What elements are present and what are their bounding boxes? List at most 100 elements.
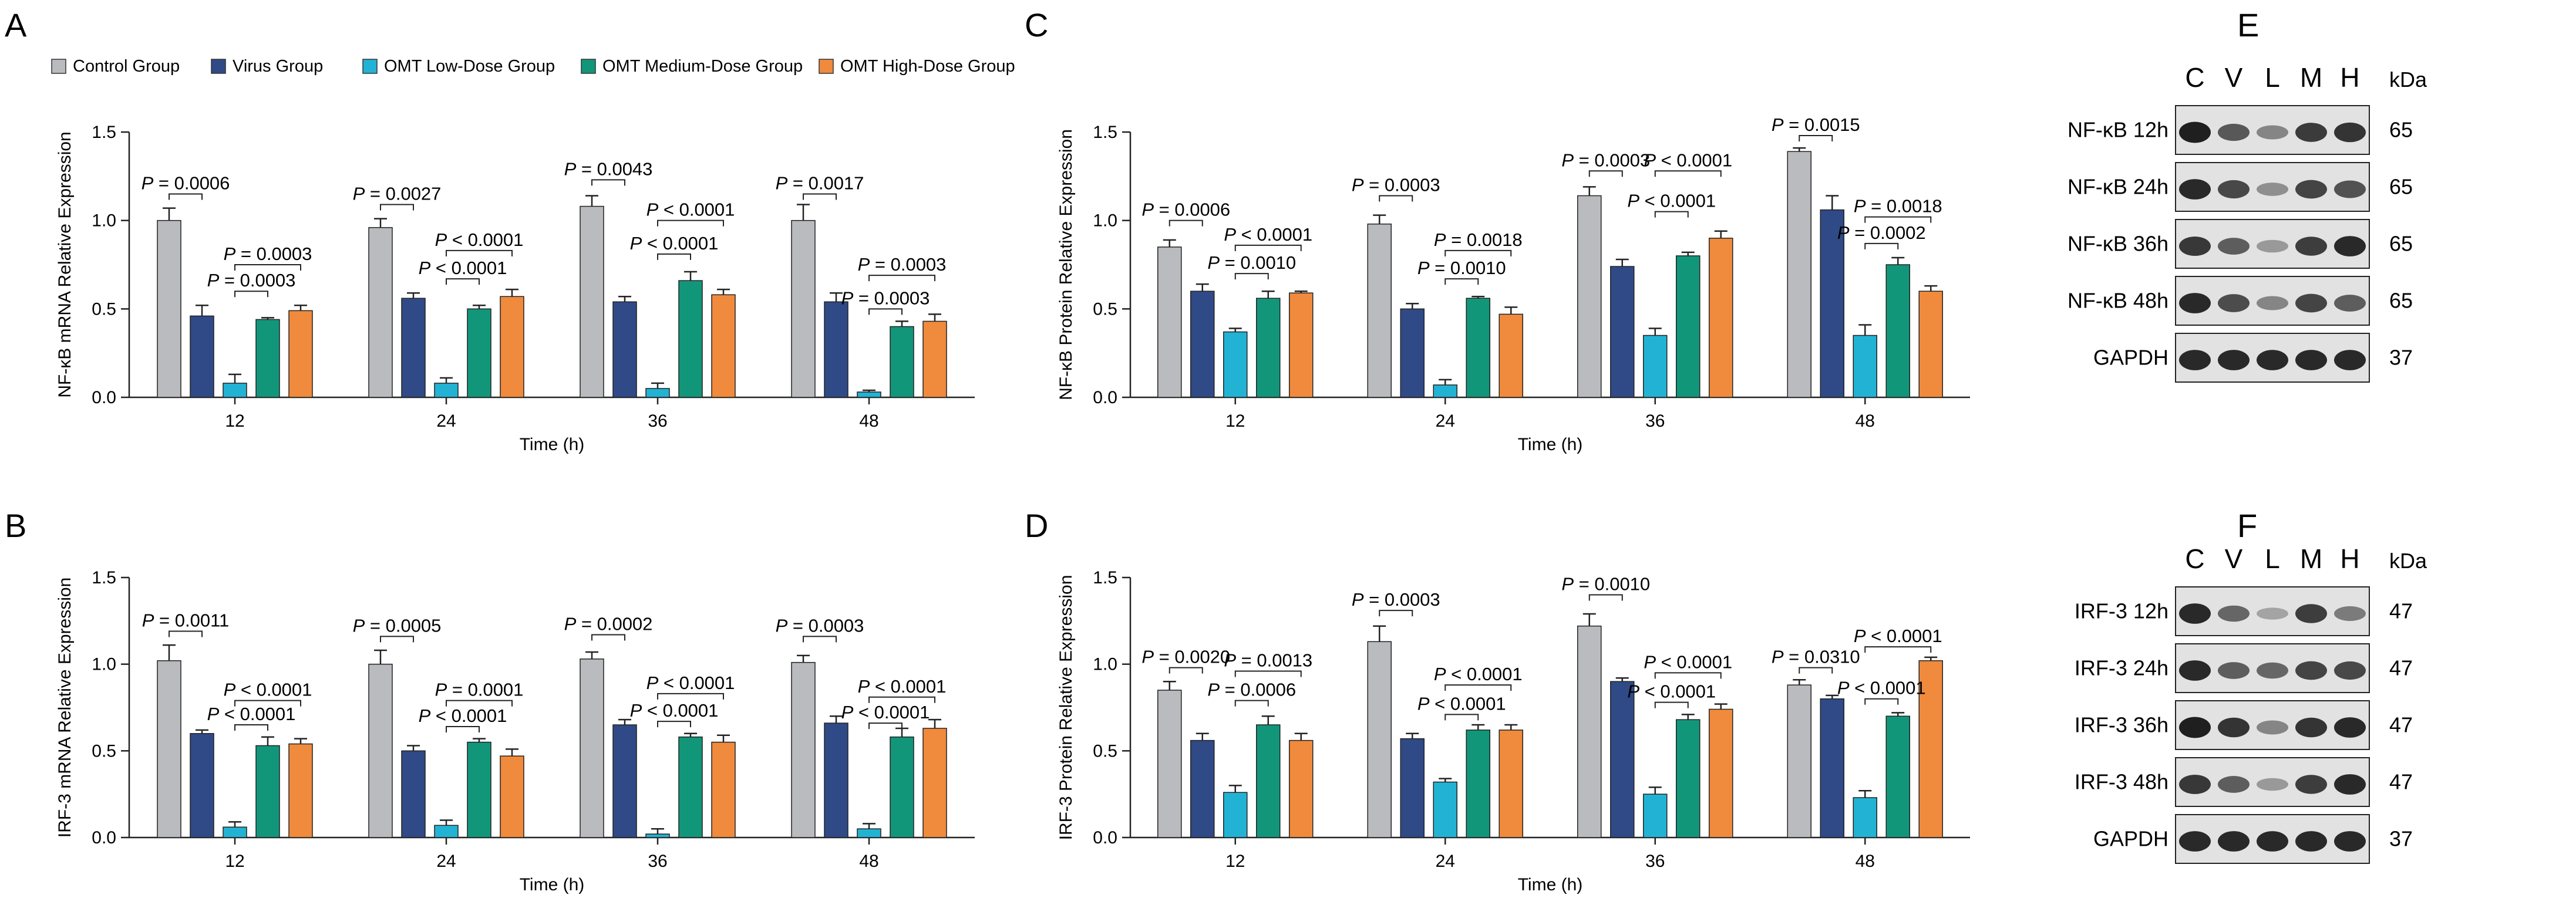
chart-panel-a: A 0.0 0.5 1.0 1.5 NF-κB mRNA Relative Express… bbox=[5, 6, 975, 454]
x-tick-label: 48 bbox=[859, 852, 878, 871]
p-value-label: P = 0.0003 bbox=[1561, 150, 1650, 170]
significance-bracket: P = 0.0020 bbox=[1141, 647, 1230, 674]
p-value: < 0.0001 bbox=[452, 229, 524, 250]
significance-bracket: P < 0.0001 bbox=[224, 680, 312, 707]
bar-virus-group bbox=[1190, 739, 1215, 838]
blot-band bbox=[2179, 774, 2211, 795]
bar-omt-low-dose-group bbox=[223, 383, 247, 398]
y-axis-title: IRF-3 mRNA Relative Expression bbox=[55, 578, 75, 838]
bracket-line bbox=[1379, 610, 1413, 617]
significance-bracket: P < 0.0001 bbox=[419, 705, 507, 732]
bar-omt-medium-dose-group bbox=[1256, 298, 1281, 398]
x-tick-label: 24 bbox=[1436, 852, 1455, 871]
x-tick-label: 36 bbox=[1645, 852, 1665, 871]
p-value-label: P = 0.0003 bbox=[224, 244, 312, 264]
bar-omt-low-dose-group bbox=[1643, 335, 1668, 398]
bracket-line bbox=[1799, 667, 1833, 674]
panel-letter: E bbox=[2237, 6, 2259, 43]
p-value: < 0.0001 bbox=[664, 200, 735, 220]
p-value: < 0.0001 bbox=[664, 673, 735, 693]
kda-value: 65 bbox=[2389, 232, 2413, 256]
p-value-label: P = 0.0003 bbox=[841, 288, 930, 308]
bracket-line bbox=[868, 308, 903, 315]
bracket-line bbox=[1379, 195, 1413, 202]
blot-band bbox=[2179, 179, 2211, 200]
p-value: 0.0018 bbox=[1887, 196, 1942, 217]
bar-control-group bbox=[368, 663, 393, 838]
y-tick-label: 0.5 bbox=[92, 299, 116, 319]
blot-row-label: IRF-3 48h bbox=[2075, 770, 2168, 794]
p-value-label: P < 0.0001 bbox=[858, 676, 947, 697]
p-value-label: P = 0.0043 bbox=[564, 158, 653, 179]
significance-bracket: P < 0.0001 bbox=[630, 233, 718, 260]
significance-bracket: P = 0.0003 bbox=[776, 615, 864, 643]
lane-label: M bbox=[2300, 62, 2322, 93]
p-value-label: P < 0.0001 bbox=[1644, 651, 1732, 672]
blot-row-label: NF-κB 12h bbox=[2067, 118, 2168, 142]
blot-band bbox=[2218, 180, 2250, 199]
blot-band bbox=[2179, 236, 2211, 256]
legend-swatch bbox=[211, 59, 226, 74]
p-value: 0.0006 bbox=[1240, 680, 1296, 700]
blot-band bbox=[2295, 123, 2327, 142]
y-tick-label: 1.5 bbox=[92, 123, 116, 142]
blot-band bbox=[2295, 180, 2327, 199]
bar-omt-high-dose-group bbox=[711, 741, 736, 838]
significance-bracket: P = 0.0005 bbox=[353, 615, 441, 643]
bracket-line bbox=[234, 700, 301, 707]
bar-omt-high-dose-group bbox=[288, 743, 313, 838]
p-value-label: P < 0.0001 bbox=[419, 705, 507, 726]
blot-band bbox=[2218, 662, 2250, 679]
significance-bracket: P = 0.0027 bbox=[353, 184, 441, 211]
significance-bracket: P = 0.0006 bbox=[1141, 200, 1230, 227]
p-value-label: P = 0.0310 bbox=[1772, 647, 1860, 667]
x-tick-label: 36 bbox=[1645, 411, 1665, 431]
p-value-label: P < 0.0001 bbox=[646, 673, 735, 693]
bar-omt-low-dose-group bbox=[1223, 331, 1248, 398]
blot-band bbox=[2218, 294, 2250, 312]
significance-bracket: P = 0.0043 bbox=[564, 158, 653, 186]
lane-label: C bbox=[2185, 543, 2204, 574]
bar-omt-medium-dose-group bbox=[1676, 719, 1701, 838]
y-tick-label: 0.0 bbox=[92, 828, 116, 847]
blot-band bbox=[2334, 295, 2366, 312]
kda-value: 65 bbox=[2389, 118, 2413, 142]
p-value-label: P = 0.0003 bbox=[1352, 589, 1440, 610]
bracket-line bbox=[803, 636, 837, 643]
bracket-line bbox=[1864, 216, 1932, 223]
p-value-label: P = 0.0003 bbox=[1352, 174, 1440, 195]
bar-omt-low-dose-group bbox=[1223, 792, 1248, 838]
blot-row: IRF-3 48h 47 bbox=[2075, 757, 2413, 807]
blot-band bbox=[2218, 605, 2250, 622]
blot-band bbox=[2334, 180, 2366, 198]
bar-omt-medium-dose-group bbox=[1885, 715, 1910, 838]
bracket-line bbox=[1444, 684, 1512, 691]
blot-band bbox=[2257, 296, 2288, 310]
blot-band bbox=[2257, 720, 2288, 735]
chart-panel-c: C 0.0 0.5 1.0 1.5 NF-κB Protein Relative Expr… bbox=[1025, 6, 1970, 454]
blot-band bbox=[2334, 236, 2366, 256]
bar-omt-low-dose-group bbox=[434, 825, 459, 838]
p-value-label: P < 0.0001 bbox=[1837, 678, 1926, 698]
bar-control-group bbox=[157, 220, 181, 398]
bracket-line bbox=[1588, 594, 1623, 601]
p-value-label: P < 0.0001 bbox=[435, 229, 524, 250]
bar-control-group bbox=[157, 660, 181, 838]
lane-label: C bbox=[2185, 62, 2204, 93]
blot-band bbox=[2295, 293, 2327, 313]
blot-band bbox=[2218, 123, 2250, 141]
significance-bracket: P = 0.0010 bbox=[1417, 258, 1506, 285]
bracket-line bbox=[591, 179, 625, 186]
significance-bracket: P = 0.0010 bbox=[1207, 252, 1296, 280]
y-tick-label: 1.5 bbox=[92, 568, 116, 587]
y-tick-label: 0.5 bbox=[92, 741, 116, 761]
p-value-label: P = 0.0003 bbox=[207, 270, 296, 291]
bar-virus-group bbox=[1190, 291, 1215, 398]
bracket-line bbox=[234, 724, 268, 731]
p-value-label: P < 0.0001 bbox=[419, 258, 507, 278]
bar-omt-high-dose-group bbox=[1709, 708, 1733, 838]
y-axis-title: IRF-3 Protein Relative Expression bbox=[1056, 575, 1076, 840]
kda-header: kDa bbox=[2389, 549, 2427, 573]
p-value-label: P = 0.0010 bbox=[1561, 574, 1650, 595]
significance-bracket: P = 0.0003 bbox=[1561, 150, 1650, 177]
